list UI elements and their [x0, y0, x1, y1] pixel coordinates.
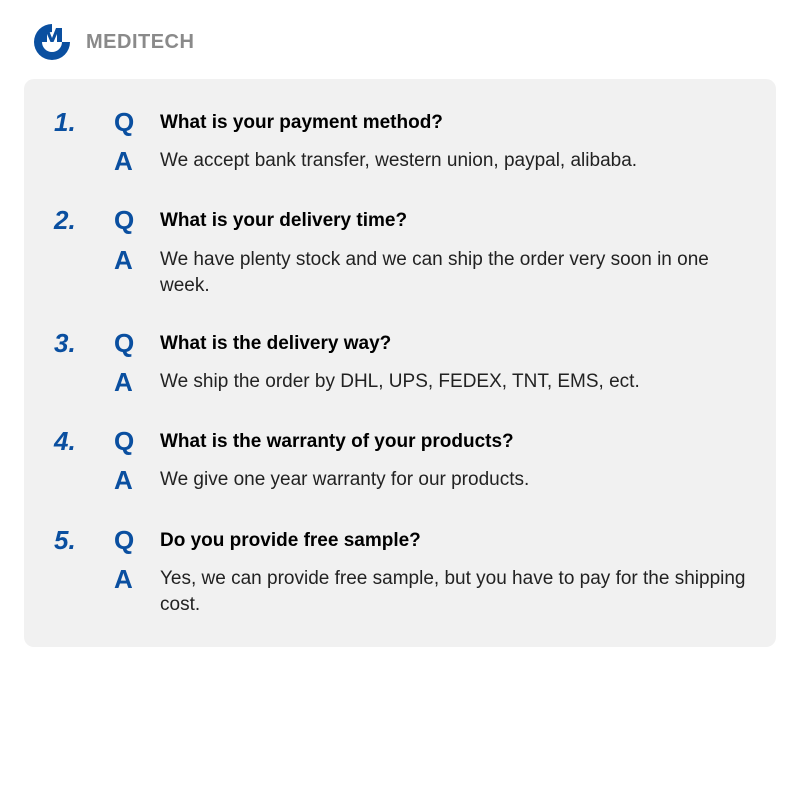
q-label: Q — [114, 426, 142, 457]
answer-text: Yes, we can provide free sample, but you… — [160, 564, 746, 619]
a-label: A — [114, 564, 142, 595]
faq-item: 2. Q What is your delivery time? A We ha… — [54, 205, 746, 299]
question-text: Do you provide free sample? — [160, 525, 421, 556]
brand-name: MEDITECH — [86, 31, 194, 54]
question-row: Q What is your payment method? — [114, 107, 746, 138]
faq-number: 1. — [54, 107, 114, 177]
q-label: Q — [114, 525, 142, 556]
a-label: A — [114, 465, 142, 496]
q-label: Q — [114, 107, 142, 138]
answer-text: We accept bank transfer, western union, … — [160, 146, 637, 175]
faq-number: 5. — [54, 525, 114, 619]
faq-item: 4. Q What is the warranty of your produc… — [54, 426, 746, 496]
question-text: What is your delivery time? — [160, 205, 407, 236]
answer-row: A We give one year warranty for our prod… — [114, 465, 746, 496]
answer-row: A We ship the order by DHL, UPS, FEDEX, … — [114, 367, 746, 398]
question-text: What is the warranty of your products? — [160, 426, 514, 457]
faq-qa: Q What is your delivery time? A We have … — [114, 205, 746, 299]
faq-qa: Q What is your payment method? A We acce… — [114, 107, 746, 177]
faq-qa: Q What is the warranty of your products?… — [114, 426, 746, 496]
a-label: A — [114, 146, 142, 177]
faq-qa: Q What is the delivery way? A We ship th… — [114, 328, 746, 398]
faq-item: 5. Q Do you provide free sample? A Yes, … — [54, 525, 746, 619]
faq-item: 1. Q What is your payment method? A We a… — [54, 107, 746, 177]
faq-number: 3. — [54, 328, 114, 398]
q-label: Q — [114, 205, 142, 236]
faq-item: 3. Q What is the delivery way? A We ship… — [54, 328, 746, 398]
answer-row: A Yes, we can provide free sample, but y… — [114, 564, 746, 619]
a-label: A — [114, 245, 142, 276]
question-text: What is your payment method? — [160, 107, 443, 138]
question-row: Q What is the warranty of your products? — [114, 426, 746, 457]
answer-text: We give one year warranty for our produc… — [160, 465, 529, 494]
faq-qa: Q Do you provide free sample? A Yes, we … — [114, 525, 746, 619]
answer-row: A We accept bank transfer, western union… — [114, 146, 746, 177]
answer-text: We have plenty stock and we can ship the… — [160, 245, 746, 300]
question-row: Q What is your delivery time? — [114, 205, 746, 236]
brand-logo-icon — [30, 20, 74, 64]
answer-row: A We have plenty stock and we can ship t… — [114, 245, 746, 300]
q-label: Q — [114, 328, 142, 359]
faq-number: 4. — [54, 426, 114, 496]
question-row: Q What is the delivery way? — [114, 328, 746, 359]
faq-panel: 1. Q What is your payment method? A We a… — [24, 79, 776, 647]
header: MEDITECH — [0, 0, 800, 79]
question-row: Q Do you provide free sample? — [114, 525, 746, 556]
question-text: What is the delivery way? — [160, 328, 391, 359]
a-label: A — [114, 367, 142, 398]
answer-text: We ship the order by DHL, UPS, FEDEX, TN… — [160, 367, 640, 396]
faq-number: 2. — [54, 205, 114, 299]
